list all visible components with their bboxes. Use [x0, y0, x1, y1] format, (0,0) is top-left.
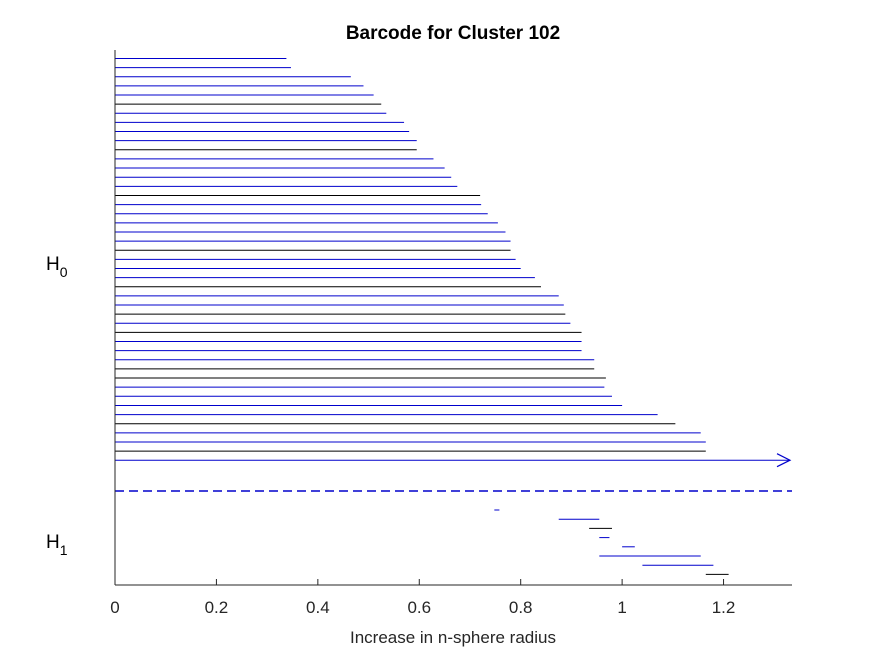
x-tick-label: 1.2: [712, 598, 736, 617]
h0-bars: [115, 58, 792, 468]
chart-title: Barcode for Cluster 102: [346, 23, 560, 44]
infinite-arrowhead: [776, 453, 792, 468]
x-tick-label: 0: [110, 598, 119, 617]
x-tick-label: 0.8: [509, 598, 533, 617]
x-tick-label: 0.6: [407, 598, 431, 617]
h1-bars: [494, 509, 729, 575]
x-tick-label: 1: [617, 598, 626, 617]
x-ticks: 0 0.2 0.4 0.6 0.8 1 1.2: [110, 579, 735, 617]
group-label-h0: H0: [46, 254, 68, 280]
x-tick-label: 0.2: [205, 598, 229, 617]
x-axis-label: Increase in n-sphere radius: [350, 628, 556, 647]
x-tick-label: 0.4: [306, 598, 330, 617]
group-label-h1: H1: [46, 532, 68, 558]
